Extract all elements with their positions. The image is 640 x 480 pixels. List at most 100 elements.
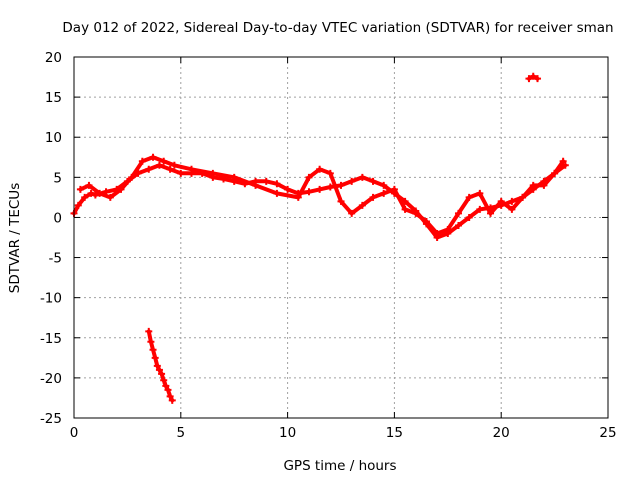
data-point	[369, 193, 377, 201]
data-point	[106, 193, 114, 201]
data-layer	[70, 72, 569, 404]
data-point	[305, 173, 313, 181]
data-point	[158, 370, 166, 378]
data-point	[252, 181, 260, 189]
data-point	[160, 157, 168, 165]
data-point	[561, 161, 569, 169]
x-tick-label: 10	[279, 425, 296, 441]
data-point	[508, 197, 516, 205]
data-point	[160, 376, 168, 384]
data-point	[348, 177, 356, 185]
y-tick-label: 5	[53, 170, 62, 186]
y-axis-label: SDTVAR / TECUs	[7, 183, 23, 293]
data-point	[155, 161, 163, 169]
data-point	[273, 180, 281, 188]
y-tick-label: -20	[40, 371, 62, 387]
y-tick-label: -15	[40, 331, 62, 347]
data-point	[529, 181, 537, 189]
data-point	[326, 183, 334, 191]
data-point	[358, 201, 366, 209]
data-point	[96, 189, 104, 197]
data-point	[465, 213, 473, 221]
data-point	[534, 75, 542, 83]
data-point	[145, 327, 153, 335]
data-point	[209, 169, 217, 177]
x-tick-label: 20	[493, 425, 510, 441]
data-point	[162, 382, 170, 390]
data-point	[422, 217, 430, 225]
data-point	[155, 366, 163, 374]
y-tick-label: 0	[53, 210, 62, 226]
data-point	[551, 169, 559, 177]
data-point	[337, 181, 345, 189]
data-point	[326, 169, 334, 177]
data-point	[149, 153, 157, 161]
y-tick-label: -10	[40, 291, 62, 307]
data-point	[138, 157, 146, 165]
data-point	[316, 165, 324, 173]
data-point	[294, 193, 302, 201]
data-point	[166, 392, 174, 400]
x-axis-label: GPS time / hours	[283, 458, 396, 474]
data-point	[444, 225, 452, 233]
x-tick-label: 5	[177, 425, 186, 441]
data-point	[476, 189, 484, 197]
data-point	[497, 197, 505, 205]
data-point	[85, 181, 93, 189]
data-point	[147, 338, 155, 346]
data-point	[74, 201, 82, 209]
x-tick-label: 0	[70, 425, 79, 441]
data-point	[476, 205, 484, 213]
data-point	[149, 346, 157, 354]
data-point	[151, 354, 159, 362]
data-point	[519, 193, 527, 201]
data-point	[230, 173, 238, 181]
data-point	[164, 386, 172, 394]
data-point	[559, 157, 567, 165]
data-point	[412, 209, 420, 217]
data-point	[273, 189, 281, 197]
tick-layer: 0 5 10 15 20 25 -25 -20 -15 -10 -5 0 5 10 15 20	[40, 50, 617, 441]
data-point	[358, 173, 366, 181]
data-point	[525, 75, 533, 83]
data-point	[380, 181, 388, 189]
data-point	[170, 161, 178, 169]
data-point	[454, 221, 462, 229]
x-tick-label: 25	[599, 425, 616, 441]
data-point	[284, 185, 292, 193]
data-point	[337, 197, 345, 205]
y-tick-label: -25	[40, 411, 62, 427]
data-point	[369, 177, 377, 185]
chart-title: Day 012 of 2022, Sidereal Day-to-day VTE…	[62, 20, 613, 36]
data-point	[177, 169, 185, 177]
data-point	[128, 173, 136, 181]
data-point	[166, 165, 174, 173]
data-point	[168, 396, 176, 404]
data-point	[508, 205, 516, 213]
data-point	[390, 185, 398, 193]
y-tick-label: 10	[45, 130, 62, 146]
y-tick-label: -5	[49, 251, 62, 267]
data-point	[401, 205, 409, 213]
data-point	[145, 165, 153, 173]
y-tick-label: 15	[45, 90, 62, 106]
data-point	[153, 362, 161, 370]
data-point	[76, 185, 84, 193]
data-point	[348, 209, 356, 217]
data-point	[187, 165, 195, 173]
data-point	[81, 193, 89, 201]
data-point	[529, 72, 537, 80]
plot-frame	[73, 56, 609, 419]
data-point	[540, 181, 548, 189]
data-point	[262, 177, 270, 185]
data-point	[117, 185, 125, 193]
y-tick-label: 20	[45, 50, 62, 66]
data-point	[465, 193, 473, 201]
data-point	[380, 189, 388, 197]
data-point	[487, 209, 495, 217]
data-point	[316, 185, 324, 193]
data-point	[433, 229, 441, 237]
x-tick-label: 15	[386, 425, 403, 441]
